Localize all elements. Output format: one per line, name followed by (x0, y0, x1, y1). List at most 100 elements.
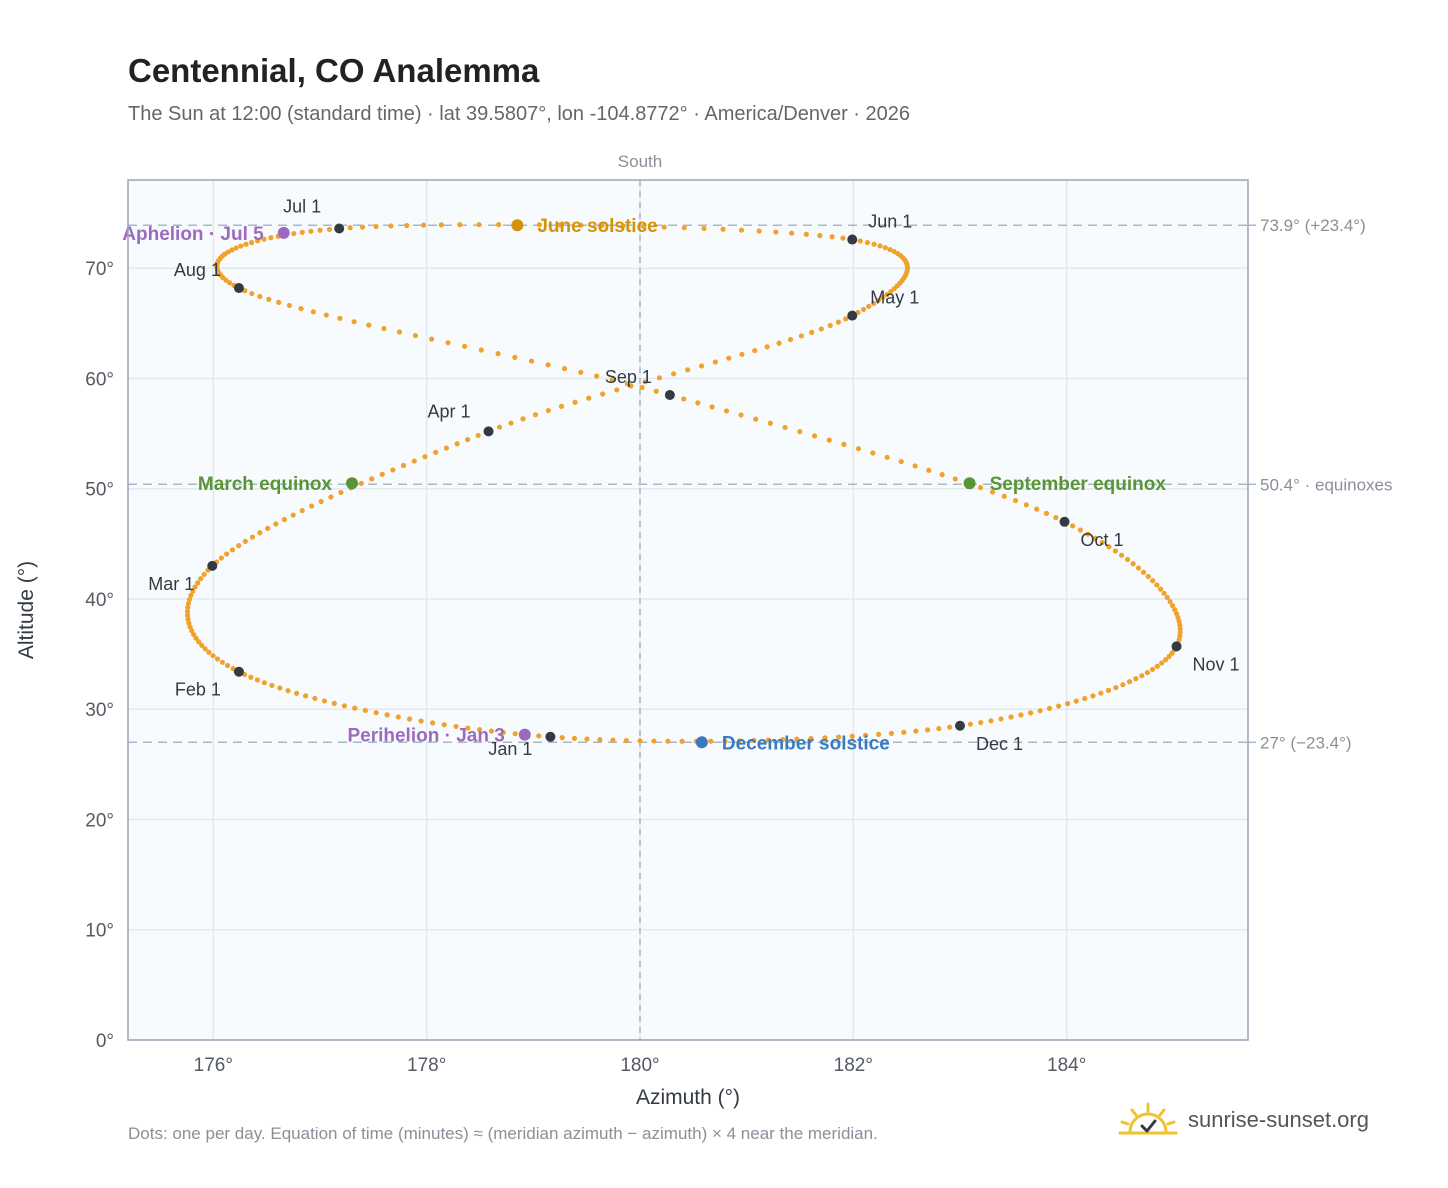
day-dot (857, 238, 863, 244)
day-dot (445, 340, 451, 346)
day-dot (257, 530, 263, 536)
plot-frame (127, 179, 1249, 1041)
day-dot (512, 354, 518, 360)
month-markers: Jan 1 Feb 1 Mar 1 Apr 1 May 1 Jun 1 Jul 1 Aug 1… (148, 197, 1239, 759)
month-marker (207, 560, 218, 571)
day-dot (988, 718, 994, 724)
day-dot (218, 555, 224, 561)
month-marker (847, 310, 858, 321)
month-marker (233, 283, 244, 294)
day-dot (661, 224, 667, 230)
day-dot (1140, 569, 1147, 575)
day-dot (1073, 698, 1079, 704)
day-dot (876, 731, 882, 737)
day-dot (639, 384, 645, 391)
day-dot (400, 462, 407, 469)
day-dot (373, 223, 379, 230)
day-dot (265, 525, 271, 531)
day-dot (600, 391, 606, 397)
day-dot (1056, 703, 1062, 709)
day-dot (407, 716, 413, 722)
day-dot (1113, 684, 1119, 691)
day-dot (310, 309, 316, 315)
day-dot (656, 375, 663, 381)
y-axis-label: Altitude (°) (15, 561, 38, 659)
reference-line-label: 50.4° · equinoxes (1260, 475, 1393, 494)
day-dot (871, 241, 877, 247)
day-dot (224, 551, 230, 557)
day-dot (912, 463, 918, 469)
day-dot (586, 395, 592, 401)
day-dot (939, 472, 945, 478)
day-dot (1012, 497, 1019, 504)
day-dot (924, 727, 931, 733)
day-dot (685, 367, 691, 373)
day-dot (967, 721, 974, 727)
day-dot (1149, 666, 1156, 673)
day-dot (623, 737, 630, 744)
event-marker (963, 477, 976, 490)
y-tick-label: 30° (85, 700, 114, 721)
brand-name: sunrise-sunset.org (1188, 1107, 1369, 1132)
day-dot (453, 723, 459, 730)
day-dot (351, 319, 357, 325)
day-dot (1069, 523, 1076, 529)
day-dot (610, 737, 616, 743)
day-dot (195, 580, 201, 586)
day-dot (952, 476, 958, 482)
day-dot (1144, 669, 1150, 676)
day-dot (1105, 687, 1112, 694)
day-dot (290, 512, 296, 518)
day-dot (764, 344, 770, 350)
day-dot (1139, 673, 1145, 679)
day-dot (269, 682, 275, 688)
day-dot (238, 243, 244, 249)
month-label: Apr 1 (428, 401, 471, 421)
day-dot (835, 319, 841, 325)
day-dot (609, 377, 615, 383)
day-dot (536, 733, 542, 739)
brand-logo[interactable]: sunrise-sunset.org (1118, 1102, 1369, 1138)
month-marker (233, 666, 244, 677)
day-dot (404, 222, 410, 229)
day-dot (1028, 710, 1034, 716)
day-dot (789, 230, 795, 236)
day-dot (249, 290, 255, 297)
day-dot (418, 718, 424, 724)
day-dot (299, 507, 305, 514)
x-tick-label: 180° (620, 1055, 659, 1076)
day-dot (465, 725, 471, 731)
day-dot (388, 223, 394, 229)
day-dot (249, 534, 256, 540)
day-dot (712, 359, 718, 365)
day-dot (1008, 714, 1014, 720)
day-dot (454, 441, 460, 447)
day-dot (977, 485, 984, 491)
day-dot (1167, 598, 1173, 605)
day-dot (1077, 527, 1083, 533)
day-dot (285, 688, 291, 694)
day-dot (877, 243, 883, 249)
day-dot (809, 329, 815, 335)
day-dot (840, 235, 846, 241)
y-tick-label: 50° (85, 480, 114, 501)
reference-line-label: 73.9° (+23.4°) (1260, 216, 1366, 235)
x-tick-label: 184° (1047, 1055, 1086, 1076)
day-dot (898, 459, 904, 465)
day-dot (870, 450, 876, 456)
day-dot (782, 424, 788, 431)
day-dot (1169, 650, 1175, 656)
day-dot (428, 336, 435, 342)
day-dot (558, 403, 565, 409)
day-dot (651, 738, 657, 744)
day-dot (1169, 603, 1176, 609)
day-dot (312, 695, 318, 702)
day-dot (841, 441, 847, 447)
day-dot (390, 467, 396, 473)
month-marker (955, 720, 965, 731)
x-tick-label: 178° (407, 1055, 446, 1076)
month-label: Jan 1 (488, 739, 532, 759)
event-label: September equinox (990, 474, 1167, 495)
y-tick-label: 20° (85, 810, 114, 831)
